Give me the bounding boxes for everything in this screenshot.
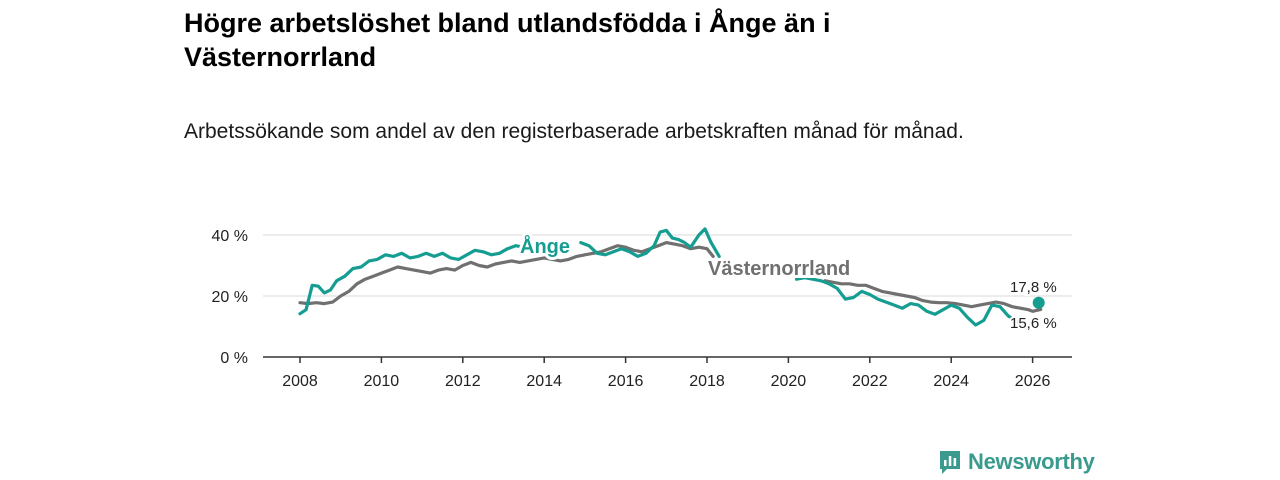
series-line-vasternorrland xyxy=(823,279,1043,313)
axes: 0 % 20 % 40 % 2008 2010 2012 2014 2016 2018 2020 2… xyxy=(212,228,1072,390)
end-markers xyxy=(1032,296,1045,309)
series-line-ange xyxy=(579,227,721,258)
x-tick-label: 2026 xyxy=(1015,373,1051,390)
series-line-ange xyxy=(298,244,534,316)
grid-lines xyxy=(263,234,1072,297)
y-tick-label: 20 % xyxy=(212,289,248,306)
end-label-vasternorrland: 17,8 % xyxy=(1010,279,1057,296)
brand-name: Newsworthy xyxy=(968,449,1095,474)
series-line-ange xyxy=(794,276,1027,327)
x-tick-label: 2008 xyxy=(282,373,318,390)
end-label-ange: 15,6 % xyxy=(1010,315,1057,332)
x-tick-label: 2010 xyxy=(364,373,400,390)
series-lines xyxy=(298,227,1043,327)
x-tick-label: 2022 xyxy=(852,373,888,390)
y-tick-label: 0 % xyxy=(220,350,248,367)
newsworthy-logo: Newsworthy xyxy=(938,449,1095,475)
series-label-ange: Ånge xyxy=(520,234,570,258)
chart-title: Högre arbetslöshet bland utlandsfödda i … xyxy=(184,8,831,72)
end-marker xyxy=(1032,296,1045,309)
x-tick-label: 2014 xyxy=(526,373,562,390)
x-tick-label: 2018 xyxy=(689,373,725,390)
x-tick-label: 2016 xyxy=(608,373,644,390)
newsworthy-logo-icon xyxy=(940,451,960,474)
chart-subtitle: Arbetssökande som andel av den registerb… xyxy=(184,120,964,143)
x-tick-label: 2012 xyxy=(445,373,481,390)
series-label-vasternorrland: Västernorrland xyxy=(708,258,850,280)
y-tick-label: 40 % xyxy=(212,228,248,245)
x-tick-label: 2020 xyxy=(771,373,807,390)
series-line-vasternorrland xyxy=(298,241,715,306)
series-labels: Ånge Västernorrland 17,8 % 15,6 % xyxy=(517,231,1059,334)
x-tick-label: 2024 xyxy=(933,373,969,390)
